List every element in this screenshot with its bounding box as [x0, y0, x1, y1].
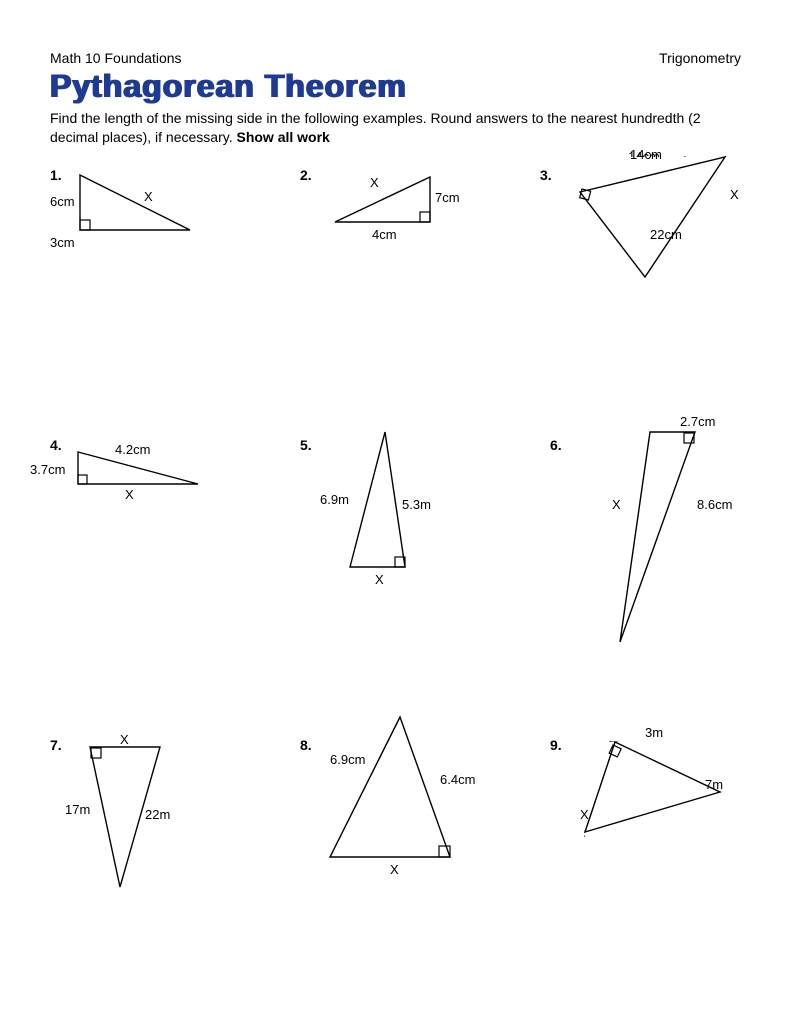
side-label: 6.4cm [440, 772, 475, 787]
side-label: 2.7cm [680, 414, 715, 429]
side-label: 8.6cm [697, 497, 732, 512]
instructions-text: Find the length of the missing side in t… [50, 110, 701, 145]
side-label: 3cm [50, 235, 75, 250]
side-label: 22cm [650, 227, 682, 242]
side-label: 3.7cm [30, 462, 65, 477]
problem-number: 4. [50, 437, 62, 453]
triangle-icon [330, 717, 470, 867]
instructions-bold: Show all work [236, 129, 329, 145]
side-label: 7m [705, 777, 723, 792]
instructions: Find the length of the missing side in t… [50, 109, 741, 147]
problem-8: 8. 6.9cm 6.4cm X [300, 717, 500, 917]
header-left: Math 10 Foundations [50, 50, 182, 66]
triangle-icon [585, 742, 735, 862]
side-label: 5.3m [402, 497, 431, 512]
problem-6: 6. 2.7cm 8.6cm X [550, 417, 750, 667]
side-label: 6.9m [320, 492, 349, 507]
problem-number: 6. [550, 437, 562, 453]
side-label: 14cm [630, 147, 662, 162]
side-label: X [580, 807, 589, 822]
triangle-icon [80, 175, 200, 247]
side-label: 22m [145, 807, 170, 822]
problem-number: 3. [540, 167, 552, 183]
problem-1: 1. 6cm 3cm X [50, 167, 230, 287]
triangle-icon [90, 747, 190, 897]
header: Math 10 Foundations Trigonometry [50, 50, 741, 66]
problem-2: 2. X 7cm 4cm [300, 167, 480, 287]
side-label: X [612, 497, 621, 512]
problem-number: 7. [50, 737, 62, 753]
problem-3: 3. 14cm X 22cm [540, 157, 750, 297]
side-label: 6.9cm [330, 752, 365, 767]
problems-grid: 1. 6cm 3cm X 2. X 7cm 4cm 3. [50, 157, 741, 957]
side-label: X [730, 187, 739, 202]
problem-number: 1. [50, 167, 62, 183]
side-label: X [390, 862, 399, 877]
header-right: Trigonometry [659, 50, 741, 66]
side-label: X [144, 189, 153, 204]
problem-4: 4. 3.7cm 4.2cm X [30, 437, 230, 537]
triangle-icon [620, 432, 710, 652]
side-label: 6cm [50, 194, 75, 209]
problem-9: 9. 3m 7m X [550, 732, 750, 892]
problem-5: 5. 6.9m 5.3m X [300, 432, 480, 612]
triangle-icon [575, 157, 745, 287]
side-label: 4.2cm [115, 442, 150, 457]
side-label: 17m [65, 802, 90, 817]
side-label: X [375, 572, 384, 587]
side-label: 3m [645, 725, 663, 740]
problem-number: 5. [300, 437, 312, 453]
side-label: 4cm [372, 227, 397, 242]
triangle-icon [78, 452, 208, 502]
side-label: 7cm [435, 190, 460, 205]
problem-7: 7. X 17m 22m [50, 737, 230, 917]
page-title: Pythagorean Theorem [50, 68, 741, 105]
problem-number: 8. [300, 737, 312, 753]
problem-number: 2. [300, 167, 312, 183]
side-label: X [370, 175, 379, 190]
side-label: X [120, 732, 129, 747]
problem-number: 9. [550, 737, 562, 753]
side-label: X [125, 487, 134, 502]
